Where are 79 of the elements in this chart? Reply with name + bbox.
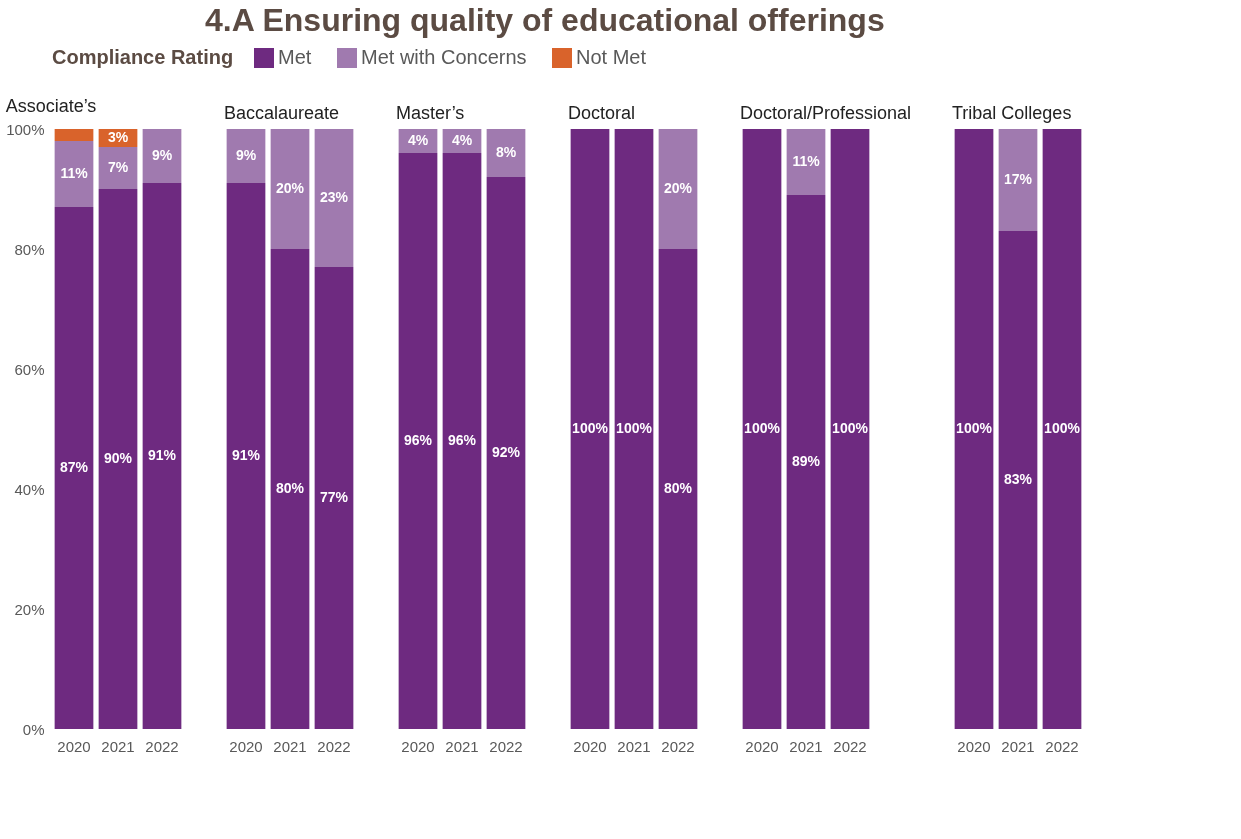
bar xyxy=(270,249,310,729)
legend-label: Met xyxy=(278,46,312,68)
x-tick-label: 2020 xyxy=(229,737,263,755)
y-tick-label: 80% xyxy=(14,240,45,258)
data-label: 17% xyxy=(1003,171,1033,187)
data-label: 8% xyxy=(495,144,517,160)
data-label: 9% xyxy=(235,147,257,163)
chart-title: Master’s xyxy=(396,103,465,123)
data-label: 9% xyxy=(151,147,173,163)
bar xyxy=(54,207,94,729)
x-tick-label: 2021 xyxy=(101,737,135,755)
data-label: 91% xyxy=(231,447,261,463)
x-tick-label: 2020 xyxy=(745,737,779,755)
legend-label: Not Met xyxy=(576,46,647,68)
data-label: 92% xyxy=(491,444,521,460)
chart-title: Doctoral xyxy=(568,103,636,123)
bar xyxy=(226,129,266,183)
data-label: 20% xyxy=(663,180,693,196)
text: 4.A Ensuring quality of educational offerings xyxy=(204,2,885,38)
x-tick-label: 2020 xyxy=(57,737,91,755)
x-tick-label: 2022 xyxy=(489,737,523,755)
bar xyxy=(314,129,354,267)
data-label: 3% xyxy=(107,129,129,145)
x-tick-label: 2022 xyxy=(661,737,695,755)
legend-label: Met with Concerns xyxy=(361,46,527,68)
x-tick-label: 2022 xyxy=(833,737,867,755)
chart-title: Associate’s xyxy=(5,96,97,116)
data-label: 7% xyxy=(107,159,129,175)
data-label: 96% xyxy=(403,432,433,448)
bar xyxy=(54,129,94,141)
data-label: 100% xyxy=(572,420,609,436)
data-label: 11% xyxy=(60,165,89,181)
y-tick-label: 60% xyxy=(14,360,45,378)
x-tick-label: 2022 xyxy=(317,737,351,755)
data-label: 20% xyxy=(275,180,305,196)
x-tick-label: 2022 xyxy=(1045,737,1079,755)
data-label: 100% xyxy=(1044,420,1081,436)
bar xyxy=(54,141,94,207)
y-tick-label: 0% xyxy=(22,720,45,738)
x-tick-label: 2021 xyxy=(1001,737,1035,755)
data-label: 4% xyxy=(451,132,473,148)
x-tick-label: 2021 xyxy=(273,737,307,755)
data-label: 91% xyxy=(147,447,177,463)
x-tick-label: 2020 xyxy=(573,737,607,755)
y-tick-label: 20% xyxy=(14,600,45,618)
chart-title: Tribal Colleges xyxy=(952,103,1072,123)
x-tick-label: 2020 xyxy=(401,737,435,755)
bar xyxy=(314,267,354,729)
y-tick-label: 100% xyxy=(6,120,45,138)
bar xyxy=(226,183,266,729)
data-label: 83% xyxy=(1003,471,1033,487)
bar xyxy=(98,189,138,729)
x-tick-label: 2021 xyxy=(789,737,823,755)
data-label: 90% xyxy=(103,450,133,466)
data-label: 80% xyxy=(663,480,693,496)
data-label: 89% xyxy=(791,453,821,469)
x-tick-label: 2021 xyxy=(617,737,651,755)
data-label: 100% xyxy=(616,420,653,436)
bar xyxy=(98,147,138,189)
chart-title: Doctoral/Professional xyxy=(740,103,912,123)
legend-title: Compliance Rating xyxy=(52,46,234,68)
data-label: 23% xyxy=(319,189,349,205)
bar xyxy=(142,183,182,729)
data-label: 80% xyxy=(275,480,305,496)
data-label: 77% xyxy=(319,489,349,505)
bar xyxy=(142,129,182,183)
bar xyxy=(270,129,310,249)
y-tick-label: 40% xyxy=(14,480,45,498)
data-label: 11% xyxy=(792,153,821,169)
data-label: 96% xyxy=(447,432,477,448)
chart-title: Baccalaureate xyxy=(224,103,340,123)
data-label: 100% xyxy=(956,420,993,436)
data-label: 100% xyxy=(832,420,869,436)
data-label: 87% xyxy=(59,459,89,475)
x-tick-label: 2022 xyxy=(145,737,179,755)
x-tick-label: 2020 xyxy=(957,737,991,755)
data-label: 4% xyxy=(407,132,429,148)
data-label: 100% xyxy=(744,420,781,436)
x-tick-label: 2021 xyxy=(445,737,479,755)
